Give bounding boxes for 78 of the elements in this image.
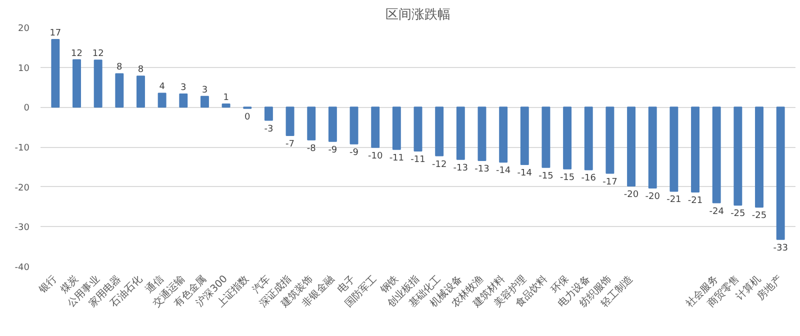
y-tick-label: -30 — [14, 223, 30, 234]
bar — [158, 92, 166, 108]
bar — [691, 106, 700, 193]
data-label: -11 — [410, 154, 426, 165]
y-tick-label: 10 — [18, 64, 30, 74]
data-label: -20 — [645, 192, 660, 202]
bar — [115, 73, 124, 108]
data-label: -8 — [306, 144, 316, 154]
bar — [286, 106, 294, 136]
bar — [222, 103, 230, 108]
y-tick-label: -40 — [14, 263, 30, 273]
bar — [542, 106, 550, 168]
data-label: -17 — [602, 177, 618, 188]
data-label: -20 — [624, 190, 639, 200]
data-label: 1 — [223, 92, 229, 103]
x-tick-label: 银行 — [36, 274, 60, 296]
data-label: 8 — [138, 65, 144, 76]
y-tick-label: 0 — [24, 104, 30, 114]
data-label: -12 — [432, 160, 447, 170]
data-label: -21 — [666, 195, 682, 206]
data-label: 8 — [116, 62, 123, 73]
bar — [670, 106, 678, 192]
bar — [136, 76, 145, 108]
bar — [371, 106, 380, 148]
data-label: -13 — [453, 163, 468, 174]
data-label: -33 — [773, 243, 788, 254]
bar — [584, 106, 593, 170]
data-label: -3 — [264, 124, 274, 134]
bar — [563, 106, 572, 170]
data-label: -13 — [474, 164, 490, 175]
bar — [734, 106, 742, 206]
data-label: -16 — [581, 174, 596, 184]
data-label: -15 — [538, 171, 554, 182]
data-label: 3 — [202, 85, 208, 96]
bar — [776, 106, 785, 240]
data-label: -21 — [688, 196, 703, 206]
bar — [307, 106, 316, 140]
data-label: -9 — [328, 145, 338, 156]
bar — [200, 96, 209, 108]
bar — [499, 106, 508, 163]
y-tick-label: -10 — [14, 144, 30, 154]
y-tick-label: 20 — [18, 24, 30, 34]
bar — [520, 106, 529, 166]
data-label: -14 — [517, 168, 532, 179]
data-label: -24 — [709, 206, 724, 217]
bar — [648, 106, 657, 189]
data-label: -10 — [368, 151, 383, 162]
bar — [414, 106, 422, 152]
data-label: 12 — [92, 49, 104, 60]
data-label: -25 — [752, 211, 767, 222]
bar — [478, 106, 486, 162]
bar — [627, 106, 636, 187]
bar — [392, 106, 401, 150]
bar — [755, 106, 764, 208]
bar — [51, 38, 60, 108]
data-label: 3 — [180, 83, 186, 94]
data-label: -15 — [560, 172, 575, 183]
data-label: 12 — [71, 48, 82, 59]
bar — [264, 106, 273, 121]
bar — [606, 106, 614, 174]
bar — [328, 106, 337, 142]
data-label: 4 — [159, 82, 166, 92]
data-label: -7 — [286, 139, 295, 150]
bar — [712, 106, 721, 204]
bar — [179, 94, 188, 108]
bar — [94, 60, 102, 108]
data-label: -11 — [389, 153, 404, 164]
bar — [350, 106, 358, 144]
bar — [72, 59, 81, 108]
bar — [456, 106, 465, 160]
chart-title: 区间涨跌幅 — [386, 8, 450, 22]
y-tick-label: -20 — [14, 183, 30, 194]
data-label: -25 — [730, 209, 746, 220]
data-label: 17 — [50, 28, 62, 38]
data-label: -14 — [496, 166, 511, 176]
data-label: 0 — [244, 112, 251, 122]
data-label: -9 — [350, 148, 359, 158]
bar — [435, 106, 444, 156]
